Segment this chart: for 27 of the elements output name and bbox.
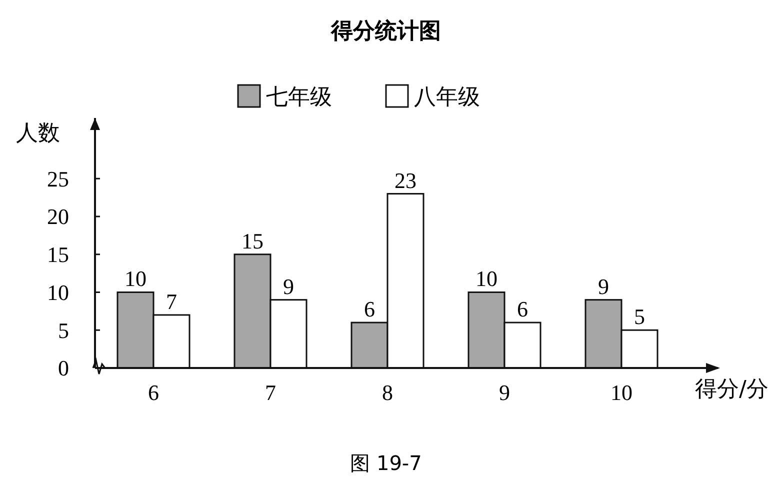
data-label: 6	[364, 296, 375, 322]
data-label: 7	[166, 288, 177, 314]
y-tick-label: 15	[47, 242, 69, 268]
x-tick-label: 8	[382, 380, 393, 405]
y-tick-label: 20	[47, 204, 69, 230]
x-axis-title: 得分/分	[695, 377, 768, 402]
data-label: 6	[517, 296, 528, 322]
legend-label: 八年级	[414, 85, 480, 110]
y-tick-label: 5	[58, 318, 69, 343]
y-axis-title: 人数	[16, 121, 60, 146]
caption: 图 19-7	[350, 451, 422, 475]
data-label: 9	[598, 274, 609, 299]
y-tick-label: 10	[47, 280, 69, 305]
data-label: 9	[283, 274, 294, 299]
data-label: 10	[476, 266, 498, 292]
x-tick-label: 7	[265, 380, 276, 405]
x-tick-label: 10	[610, 380, 632, 405]
x-tick-label: 9	[499, 380, 510, 405]
chart-title: 得分统计图	[330, 18, 441, 44]
x-tick-label: 6	[148, 380, 159, 405]
y-tick-label: 25	[47, 166, 69, 192]
y-tick-label: 0	[58, 356, 69, 381]
data-label: 5	[634, 304, 645, 330]
legend-label: 七年级	[266, 85, 332, 110]
data-label: 10	[124, 266, 146, 292]
data-label: 23	[394, 168, 416, 193]
data-label: 15	[242, 228, 264, 254]
